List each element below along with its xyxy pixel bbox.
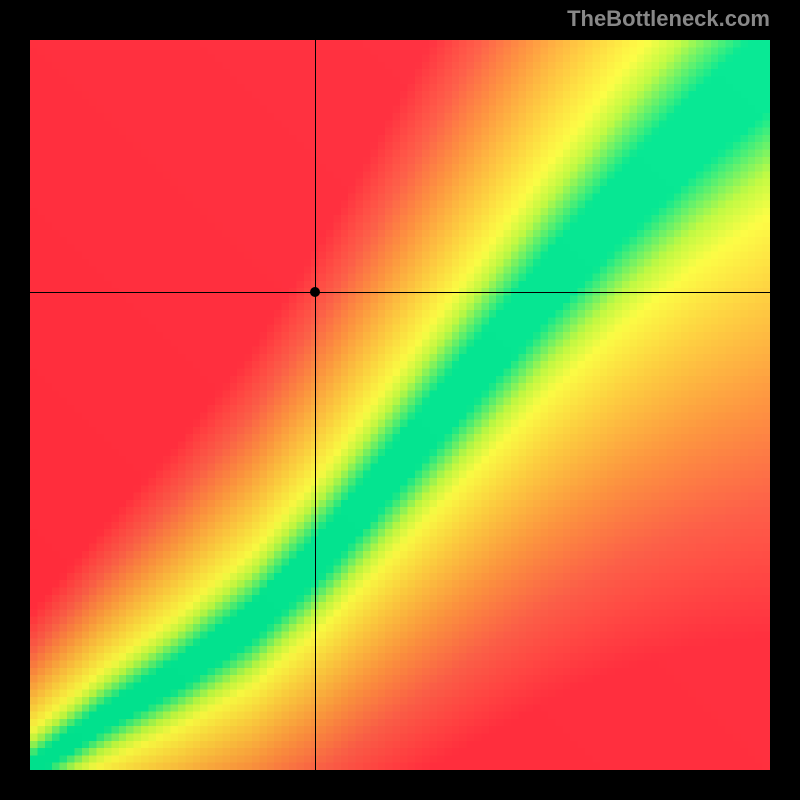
watermark-text: TheBottleneck.com [567, 6, 770, 32]
heatmap-canvas [30, 40, 770, 770]
plot-area [30, 40, 770, 770]
crosshair-vertical [315, 40, 316, 770]
crosshair-horizontal [30, 292, 770, 293]
chart-container: TheBottleneck.com [0, 0, 800, 800]
marker-point [310, 287, 320, 297]
